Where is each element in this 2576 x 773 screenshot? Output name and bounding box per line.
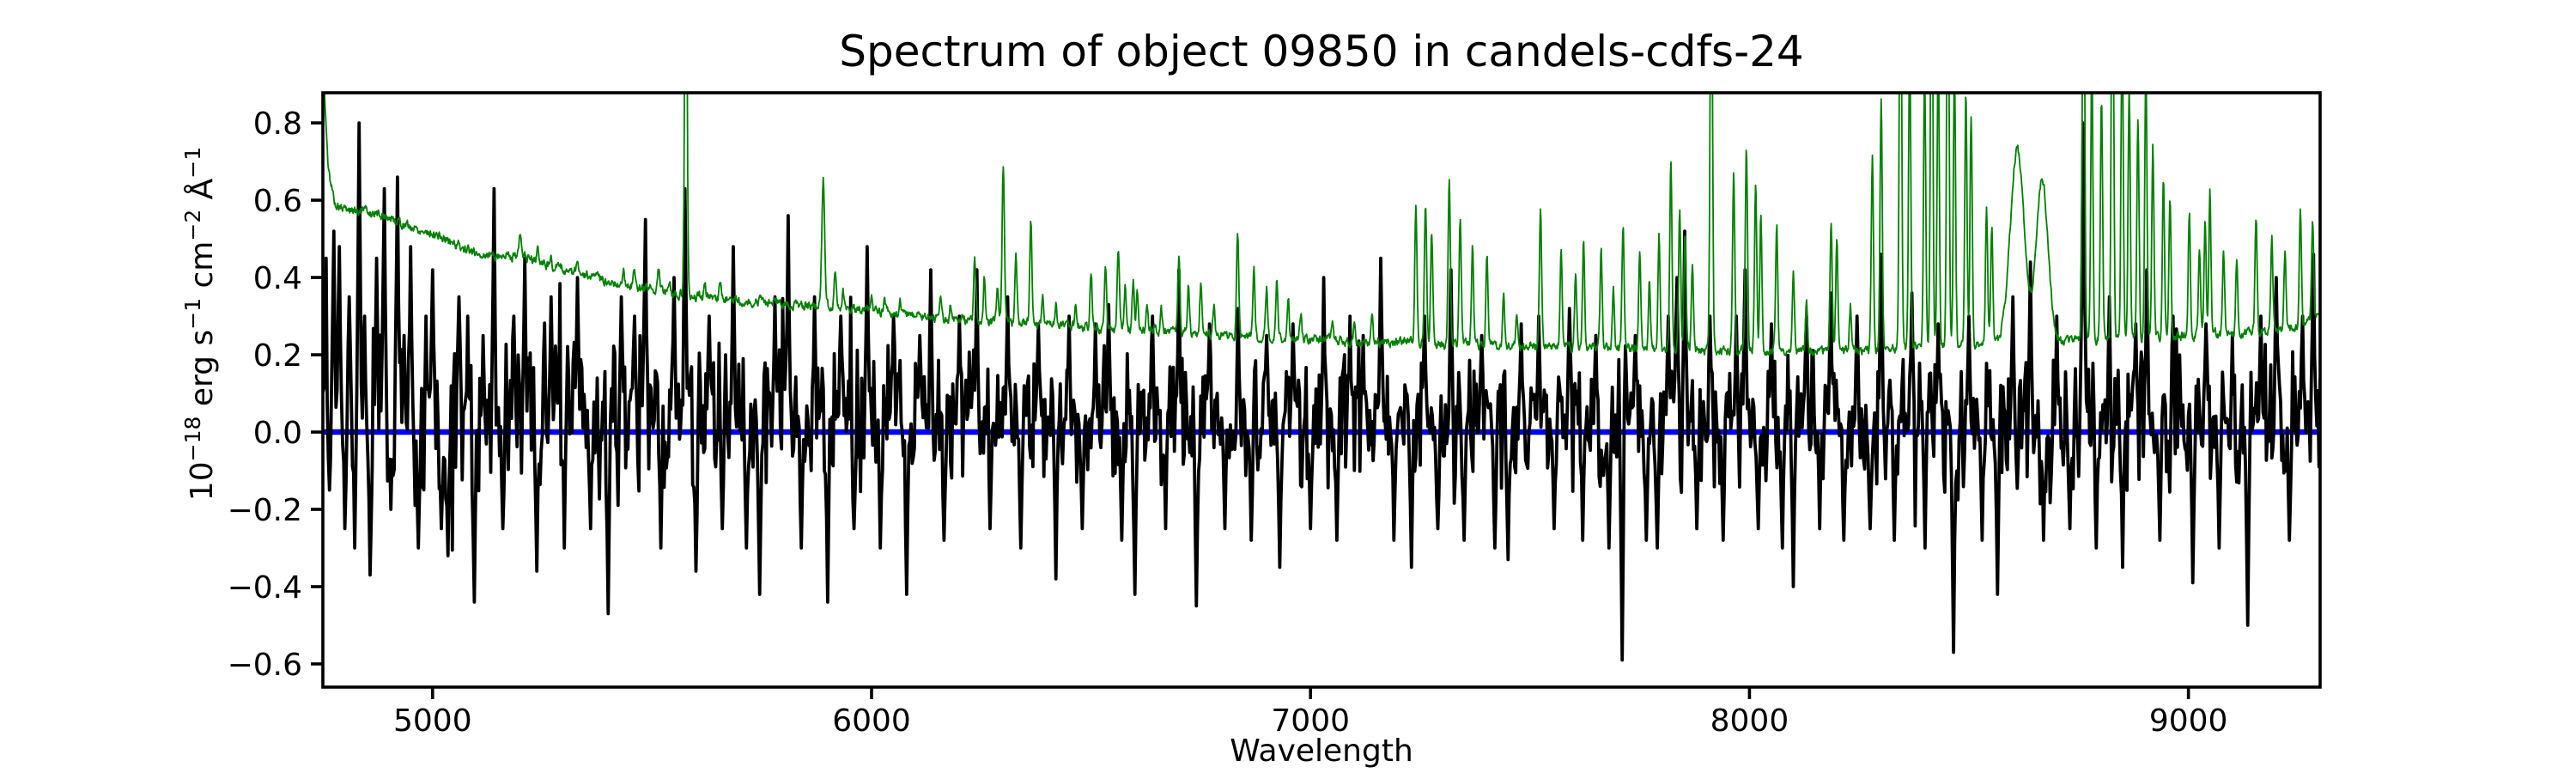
axes-spines xyxy=(321,91,2322,689)
x-tick-label: 5000 xyxy=(393,703,472,739)
x-tick-label: 8000 xyxy=(1710,703,1789,739)
y-tick-label: −0.2 xyxy=(228,493,302,528)
y-tick-label: −0.4 xyxy=(228,570,302,606)
x-tick-label: 6000 xyxy=(832,703,911,739)
x-tick-label: 9000 xyxy=(2149,703,2228,739)
y-tick-label: 0.2 xyxy=(253,338,302,374)
x-tick-label: 7000 xyxy=(1271,703,1350,739)
plot-area xyxy=(323,93,2320,662)
y-tick-label: 0.8 xyxy=(253,107,302,142)
y-axis-label: 10−18 erg s−1 cm−2 Å−1 xyxy=(180,147,220,501)
error-spectrum-line xyxy=(324,93,2320,356)
x-axis-label: Wavelength xyxy=(1230,733,1413,769)
y-tick-label: 0.0 xyxy=(253,416,302,451)
y-tick-label: 0.6 xyxy=(253,184,302,219)
chart-title: Spectrum of object 09850 in candels-cdfs… xyxy=(839,27,1804,76)
y-tick-label: 0.4 xyxy=(253,261,302,296)
y-tick-label: −0.6 xyxy=(228,648,302,683)
flux-spectrum-line xyxy=(323,121,2320,662)
